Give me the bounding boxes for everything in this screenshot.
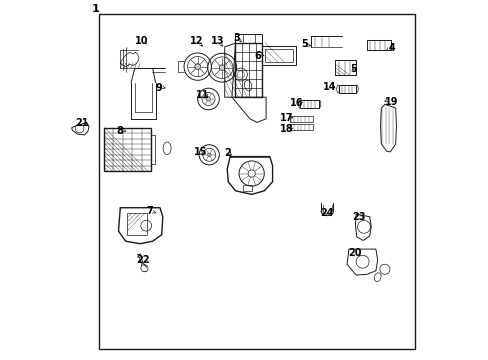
Text: 7: 7	[146, 206, 153, 216]
Text: 4: 4	[388, 42, 395, 53]
Text: 24: 24	[319, 208, 333, 218]
Circle shape	[194, 64, 200, 69]
Bar	[99, 14, 415, 349]
Bar	[235, 34, 262, 43]
Text: 14: 14	[323, 82, 336, 92]
Text: 2: 2	[224, 148, 230, 158]
Text: 1: 1	[91, 4, 99, 14]
Bar	[300, 100, 318, 108]
Circle shape	[207, 153, 211, 157]
Bar	[242, 185, 251, 191]
Text: 23: 23	[351, 212, 365, 222]
Text: 9: 9	[155, 83, 162, 93]
Bar	[127, 213, 147, 235]
Bar	[338, 85, 355, 93]
Text: 20: 20	[348, 248, 362, 258]
Text: 12: 12	[190, 36, 203, 46]
Text: 22: 22	[136, 255, 149, 265]
Bar	[235, 43, 262, 97]
Text: 5: 5	[349, 64, 356, 74]
Text: 19: 19	[384, 96, 397, 107]
Bar	[264, 49, 292, 62]
Bar	[289, 116, 312, 122]
Text: 17: 17	[280, 113, 293, 123]
Text: 16: 16	[289, 98, 303, 108]
Bar	[366, 40, 390, 50]
Bar	[104, 128, 151, 171]
Text: 15: 15	[193, 147, 207, 157]
Circle shape	[206, 97, 210, 101]
Text: 6: 6	[254, 51, 261, 61]
Text: 5: 5	[301, 39, 308, 49]
Text: 10: 10	[135, 36, 148, 46]
Text: 11: 11	[196, 90, 209, 100]
Text: 3: 3	[233, 33, 240, 43]
Bar	[289, 124, 312, 130]
Bar	[335, 60, 355, 75]
Text: 13: 13	[210, 36, 224, 46]
Text: 8: 8	[117, 126, 123, 136]
Text: 18: 18	[280, 123, 293, 134]
Circle shape	[219, 65, 224, 71]
Text: 21: 21	[75, 118, 88, 128]
Bar	[261, 46, 295, 65]
